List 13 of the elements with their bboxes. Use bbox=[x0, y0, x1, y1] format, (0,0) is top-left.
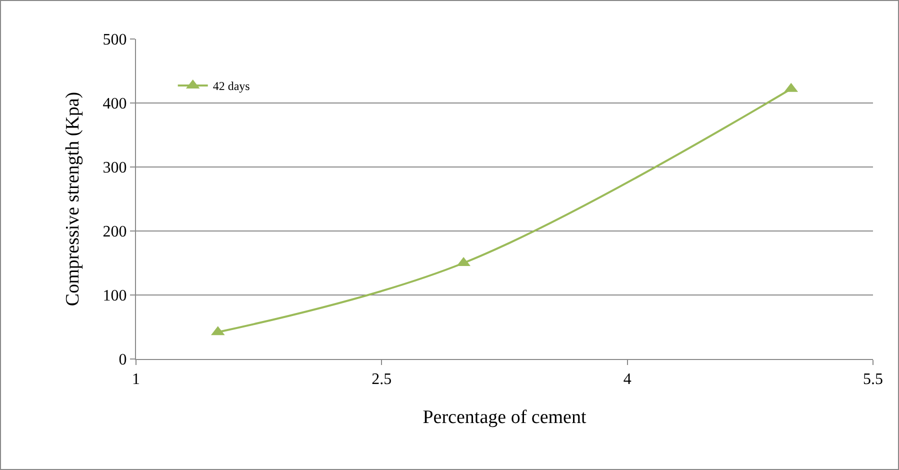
y-tick-label: 500 bbox=[102, 32, 127, 49]
legend-label: 42 days bbox=[212, 79, 250, 94]
y-tick-label: 0 bbox=[118, 352, 127, 369]
x-tick-label: 1 bbox=[132, 371, 140, 388]
x-axis-title: Percentage of cement bbox=[422, 407, 587, 428]
x-tick-label: 5.5 bbox=[863, 371, 883, 388]
y-tick-label: 300 bbox=[102, 160, 127, 177]
x-tick-label: 4 bbox=[623, 371, 632, 388]
y-axis-title: Compressive strength (Kpa) bbox=[62, 92, 84, 306]
x-tick-label: 2.5 bbox=[372, 371, 392, 388]
y-tick-label: 200 bbox=[102, 224, 127, 241]
y-tick-label: 100 bbox=[102, 288, 127, 305]
y-tick-label: 400 bbox=[102, 96, 127, 113]
